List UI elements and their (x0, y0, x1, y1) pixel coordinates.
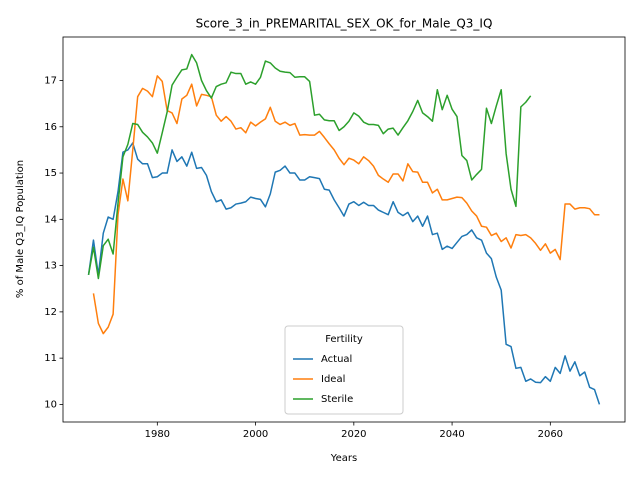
legend-box (284, 325, 404, 415)
plot-frame (62, 36, 626, 423)
x-tick-label: 2060 (538, 429, 563, 440)
legend-label: Ideal (321, 374, 345, 385)
y-tick-label: 12 (44, 307, 57, 318)
y-tick-label: 13 (44, 261, 57, 272)
y-tick-label: 17 (44, 75, 57, 86)
x-tick-label: 2020 (341, 429, 366, 440)
y-tick-label: 11 (44, 353, 57, 364)
y-tick-label: 10 (44, 399, 57, 410)
y-tick-label: 16 (44, 122, 57, 133)
line-series (92, 75, 600, 335)
x-tick-label: 1980 (145, 429, 170, 440)
y-axis-label: % of Male Q3_IQ Population (15, 160, 26, 298)
x-axis-label: Years (330, 453, 357, 464)
legend-label: Actual (321, 354, 352, 365)
legend-label: Sterile (321, 394, 353, 405)
x-tick-label: 2000 (243, 429, 268, 440)
legend-title: Fertility (325, 334, 363, 345)
y-tick-label: 15 (44, 168, 57, 179)
chart-title: Score_3_in_PREMARITAL_SEX_OK_for_Male_Q3… (196, 17, 493, 31)
y-tick-label: 14 (44, 214, 57, 225)
line-series (87, 142, 601, 405)
x-tick-label: 2040 (439, 429, 464, 440)
line-series (87, 53, 532, 280)
